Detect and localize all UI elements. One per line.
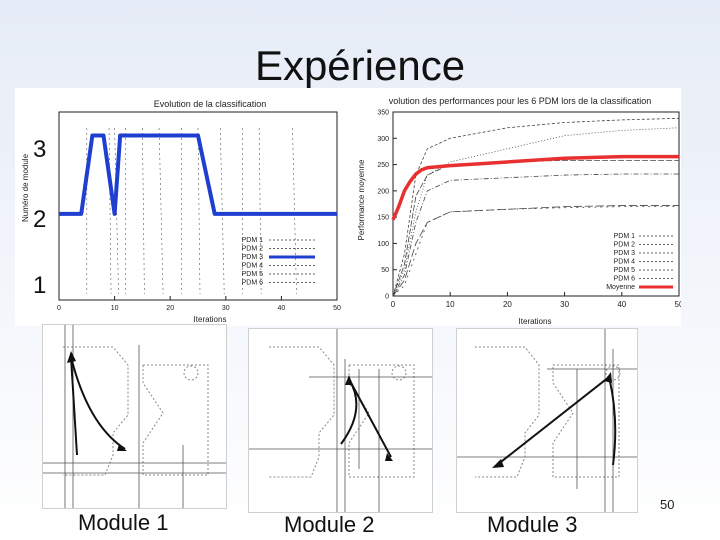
classification-chart: Evolution de la classification Numéro de… bbox=[21, 99, 341, 324]
chart1-trace-1 bbox=[108, 127, 112, 295]
figure-panel: Evolution de la classification Numéro de… bbox=[15, 88, 681, 326]
chart1-frame bbox=[58, 111, 338, 301]
module1-trajectory bbox=[43, 325, 226, 508]
chart1-legend-label-2: PDM 3 bbox=[242, 254, 264, 261]
chart1-legend-label-5: PDM 6 bbox=[242, 280, 264, 287]
module2-map bbox=[248, 328, 433, 513]
chart2-ytick-label-1: 50 bbox=[381, 267, 389, 274]
module1-map bbox=[42, 324, 227, 509]
chart1-legend-label-0: PDM 1 bbox=[242, 237, 264, 244]
module3-trajectory bbox=[457, 329, 637, 512]
chart2-legend-label-1: PDM 2 bbox=[614, 242, 636, 249]
chart2-ytick-label-0: 0 bbox=[385, 294, 389, 301]
chart2-ytick-label-7: 350 bbox=[377, 110, 389, 117]
chart2-series-1 bbox=[392, 117, 680, 297]
chart1-xtick-label-3: 30 bbox=[222, 305, 230, 312]
chart2-ytick-label-2: 100 bbox=[377, 241, 389, 248]
chart2-legend-label-5: PDM 6 bbox=[614, 276, 636, 283]
chart1-xtick-label-0: 0 bbox=[57, 305, 61, 312]
chart1-title: Evolution de la classification bbox=[154, 99, 267, 109]
performance-chart: volution des performances pour les 6 PDM… bbox=[357, 96, 681, 326]
chart2-series-3 bbox=[392, 173, 679, 297]
chart2-xtick-label-0: 0 bbox=[391, 300, 396, 309]
module-label-2: 2 bbox=[33, 206, 47, 233]
chart2-series-0 bbox=[392, 159, 679, 297]
chart2-ytick-label-5: 250 bbox=[377, 162, 389, 169]
chart1-xlabel: Iterations bbox=[194, 315, 227, 324]
chart2-xtick-label-3: 30 bbox=[560, 300, 569, 309]
chart2-series-5 bbox=[392, 206, 679, 297]
chart2-series-6 bbox=[391, 154, 679, 221]
module-label-3: 3 bbox=[33, 136, 47, 163]
chart2-title: volution des performances pour les 6 PDM… bbox=[389, 96, 652, 106]
chart2-ytick-label-4: 200 bbox=[377, 188, 389, 195]
chart2-xtick-label-4: 40 bbox=[617, 300, 626, 309]
chart2-legend-label-6: Moyenne bbox=[606, 284, 635, 291]
chart2-ylabel: Performance moyenne bbox=[357, 159, 366, 240]
chart2-series-2 bbox=[392, 127, 680, 297]
chart2-series-4 bbox=[392, 205, 679, 297]
slide-title: Expérience bbox=[254, 42, 466, 89]
chart2-legend-label-3: PDM 4 bbox=[614, 259, 636, 266]
module2-caption: Module 2 bbox=[284, 512, 375, 537]
chart1-xtick-label-5: 50 bbox=[333, 305, 341, 312]
chart1-legend-label-4: PDM 5 bbox=[242, 271, 264, 278]
module2-trajectory bbox=[249, 329, 432, 512]
chart2-legend-label-0: PDM 1 bbox=[614, 233, 636, 240]
chart2-xlabel: Iterations bbox=[519, 317, 552, 326]
chart1-trace-5 bbox=[158, 127, 164, 295]
chart1-legend-label-1: PDM 2 bbox=[242, 246, 264, 253]
chart1-trace-4 bbox=[142, 127, 145, 295]
module3-caption: Module 3 bbox=[487, 512, 578, 537]
chart2-legend-label-4: PDM 5 bbox=[614, 267, 636, 274]
chart1-series-pdm3 bbox=[59, 133, 337, 216]
chart2-ytick-label-6: 300 bbox=[377, 136, 389, 143]
module3-map bbox=[456, 328, 638, 513]
chart1-trace-8 bbox=[219, 127, 225, 295]
chart1-xtick-label-1: 10 bbox=[111, 305, 119, 312]
chart2-xtick-label-2: 20 bbox=[503, 300, 512, 309]
chart2-legend-label-2: PDM 3 bbox=[614, 250, 636, 257]
chart1-xtick-label-4: 40 bbox=[278, 305, 286, 312]
chart1-xtick-label-2: 20 bbox=[166, 305, 174, 312]
module1-caption: Module 1 bbox=[78, 510, 169, 535]
chart2-frame bbox=[392, 111, 680, 297]
chart1-ylabel: Numéro de module bbox=[21, 153, 30, 222]
module-label-1: 1 bbox=[33, 272, 47, 299]
chart1-legend-label-3: PDM 4 bbox=[242, 263, 264, 270]
chart1-trace-11 bbox=[292, 127, 297, 295]
chart2-xtick-label-1: 10 bbox=[446, 300, 455, 309]
chart2-xtick-label-5: 50 bbox=[675, 300, 681, 309]
chart2-ytick-label-3: 150 bbox=[377, 215, 389, 222]
page-number: 50 bbox=[660, 497, 675, 512]
